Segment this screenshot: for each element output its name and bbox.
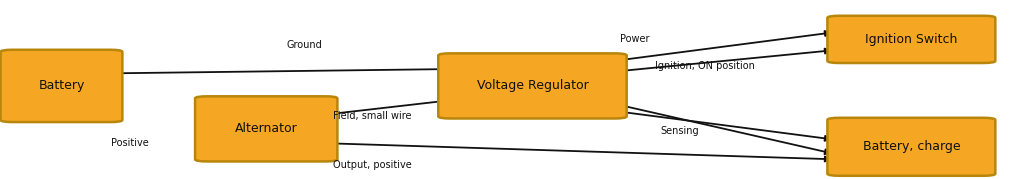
Text: Sensing: Sensing bbox=[660, 126, 699, 136]
Text: Ignition Switch: Ignition Switch bbox=[865, 33, 957, 46]
Text: Alternator: Alternator bbox=[234, 122, 298, 135]
FancyBboxPatch shape bbox=[827, 16, 995, 63]
FancyBboxPatch shape bbox=[0, 50, 123, 122]
Text: Ground: Ground bbox=[287, 40, 323, 50]
Text: Output, positive: Output, positive bbox=[333, 160, 412, 170]
Text: Voltage Regulator: Voltage Regulator bbox=[476, 79, 589, 92]
FancyBboxPatch shape bbox=[195, 96, 338, 161]
Text: Power: Power bbox=[620, 34, 649, 44]
Text: Field, small wire: Field, small wire bbox=[333, 111, 412, 121]
FancyBboxPatch shape bbox=[827, 118, 995, 176]
FancyBboxPatch shape bbox=[438, 53, 627, 118]
Text: Positive: Positive bbox=[111, 138, 148, 148]
Text: Battery: Battery bbox=[38, 79, 85, 92]
Text: Ignition, ON position: Ignition, ON position bbox=[655, 61, 756, 71]
Text: Battery, charge: Battery, charge bbox=[862, 140, 961, 153]
